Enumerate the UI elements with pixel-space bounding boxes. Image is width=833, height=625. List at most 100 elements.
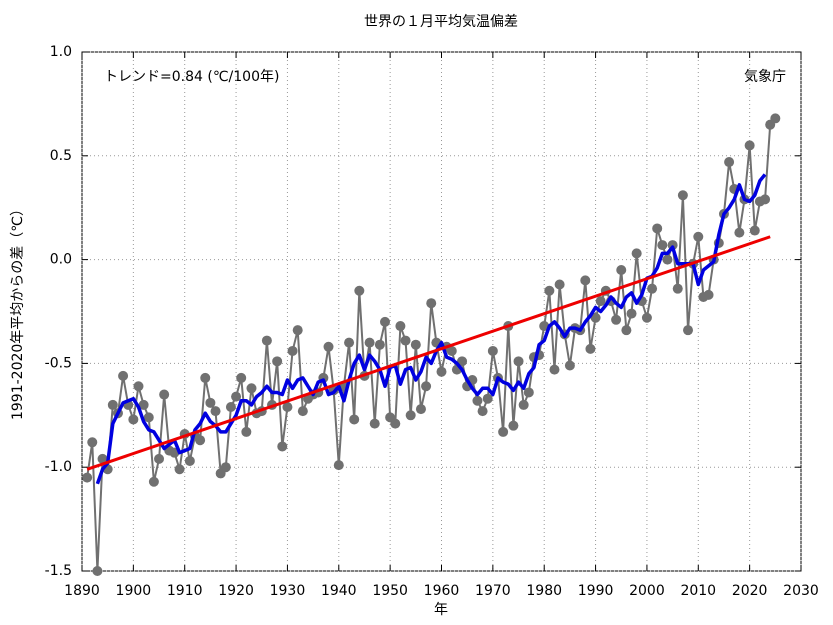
y-tick-label: 0.0: [50, 252, 72, 268]
data-point: [292, 325, 303, 336]
chart-title: 世界の１月平均気温偏差: [364, 14, 518, 30]
data-point: [672, 283, 683, 294]
data-point: [174, 464, 185, 475]
y-tick-label: -0.5: [45, 355, 72, 371]
x-tick-label: 1970: [475, 583, 511, 599]
data-point: [760, 194, 771, 205]
data-point: [323, 341, 334, 352]
data-point: [354, 285, 365, 296]
data-point: [333, 460, 344, 471]
data-point: [482, 393, 493, 404]
data-point: [374, 339, 385, 350]
data-point: [744, 140, 755, 151]
data-point: [87, 437, 98, 448]
data-point: [287, 345, 298, 356]
data-point: [97, 453, 108, 464]
data-point: [647, 283, 658, 294]
x-tick-label: 1920: [218, 583, 254, 599]
data-point: [82, 472, 93, 483]
data-point: [508, 420, 519, 431]
data-point: [133, 381, 144, 392]
data-point: [184, 455, 195, 466]
data-point: [657, 240, 668, 251]
data-point: [400, 335, 411, 346]
data-point: [513, 356, 524, 367]
x-tick-label: 1950: [372, 583, 408, 599]
data-point: [246, 383, 257, 394]
data-point: [595, 296, 606, 307]
data-point: [641, 312, 652, 323]
data-point: [472, 395, 483, 406]
data-point: [405, 410, 416, 421]
data-point: [611, 314, 622, 325]
data-point: [143, 412, 154, 423]
x-tick-label: 2000: [629, 583, 665, 599]
x-tick-label: 1910: [167, 583, 203, 599]
source: 気象庁: [744, 69, 786, 85]
x-axis-label: 年: [434, 602, 448, 618]
x-tick-label: 2030: [783, 583, 819, 599]
data-point: [580, 275, 591, 286]
data-point: [154, 453, 165, 464]
data-point: [487, 345, 498, 356]
data-point: [410, 339, 421, 350]
data-point: [282, 401, 293, 412]
data-line: [86, 117, 777, 572]
data-point: [210, 406, 221, 417]
data-point: [703, 289, 714, 300]
data-point: [585, 343, 596, 354]
x-tick-label: 2010: [680, 583, 716, 599]
plot-frame: [81, 51, 802, 572]
annotation: トレンド=0.84 (℃/100年): [104, 69, 279, 85]
x-tick-label: 2020: [732, 583, 768, 599]
data-point: [421, 381, 432, 392]
x-tick-label: 1930: [270, 583, 306, 599]
data-point: [364, 337, 375, 348]
x-tick-label: 1890: [64, 583, 100, 599]
data-point: [621, 325, 632, 336]
data-point: [349, 414, 360, 425]
data-point: [734, 227, 745, 238]
data-point: [231, 391, 242, 402]
data-point: [544, 285, 555, 296]
trend-line: [86, 235, 771, 471]
data-point: [390, 418, 401, 429]
data-point: [225, 401, 236, 412]
data-point: [518, 399, 529, 410]
y-tick-label: -1.5: [45, 563, 72, 579]
data-point: [395, 321, 406, 332]
data-point: [693, 231, 704, 242]
data-point: [626, 308, 637, 319]
data-point: [677, 190, 688, 201]
data-point: [564, 360, 575, 371]
y-tick-label: 1.0: [50, 44, 72, 60]
data-point: [590, 312, 601, 323]
data-point: [498, 426, 509, 437]
x-tick-label: 1900: [116, 583, 152, 599]
x-tick-label: 1990: [578, 583, 614, 599]
data-point: [477, 406, 488, 417]
data-point: [107, 399, 118, 410]
y-axis-label: 1991-2020年平均からの差（℃）: [10, 202, 26, 420]
running-mean-line: [95, 173, 767, 485]
data-point: [523, 387, 534, 398]
y-tick-label: -1.0: [45, 459, 72, 475]
y-tick-label: 0.5: [50, 148, 72, 164]
data-point: [128, 414, 139, 425]
data-point: [457, 356, 468, 367]
data-point: [662, 254, 673, 265]
data-point: [749, 225, 760, 236]
data-point: [616, 264, 627, 275]
data-point: [446, 345, 457, 356]
data-point: [415, 404, 426, 415]
data-point: [236, 372, 247, 383]
x-tick-label: 1980: [526, 583, 562, 599]
data-point: [220, 462, 231, 473]
data-point: [652, 223, 663, 234]
data-point: [369, 418, 380, 429]
data-point: [200, 372, 211, 383]
data-point: [344, 337, 355, 348]
data-point: [683, 325, 694, 336]
data-point: [159, 389, 170, 400]
